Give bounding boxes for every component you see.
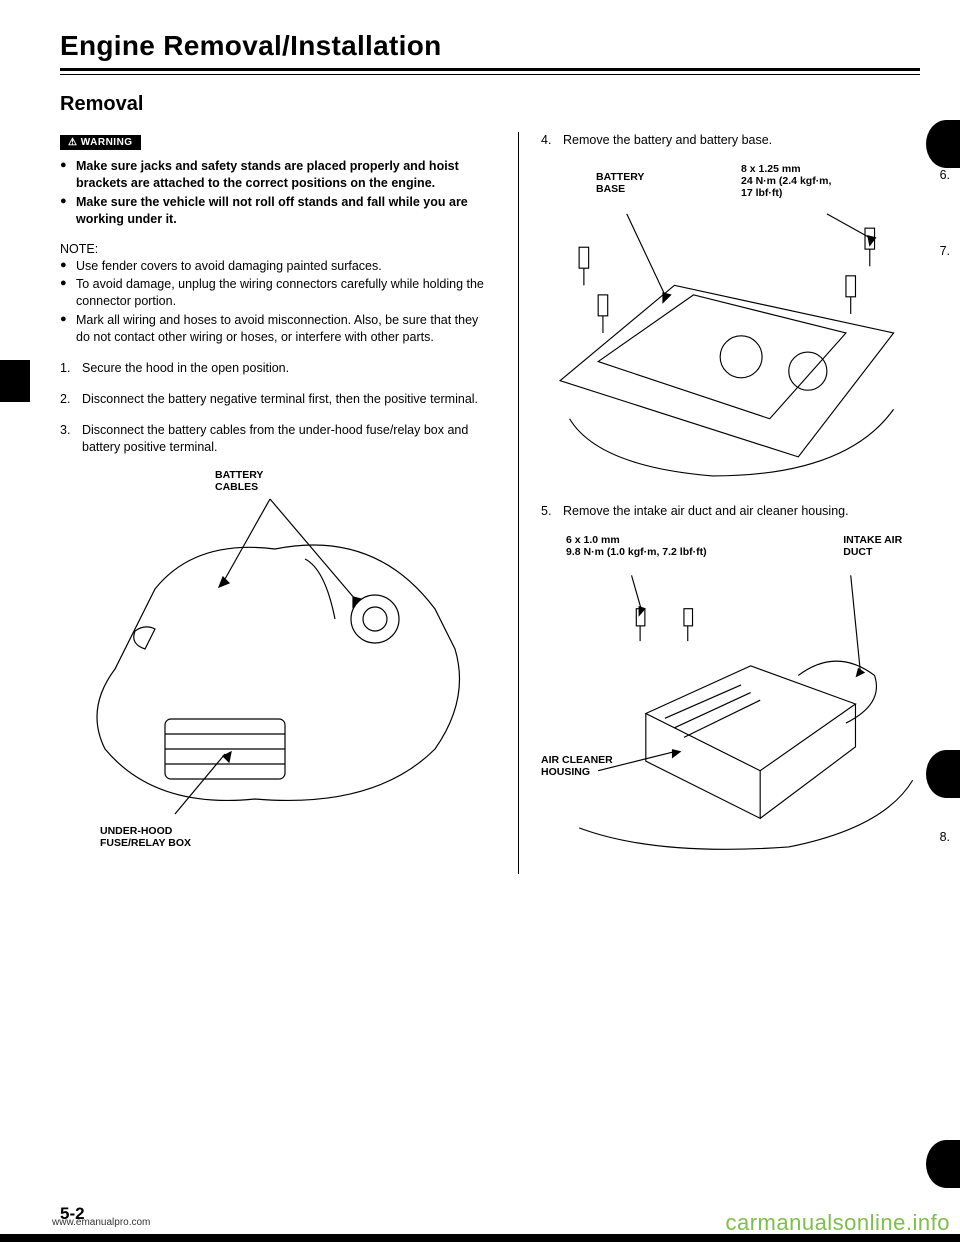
page-thumb-tab (926, 750, 960, 798)
diagram-svg (541, 534, 922, 874)
warning-tag: WARNING (60, 135, 141, 150)
step-item: Disconnect the battery negative terminal… (60, 391, 490, 408)
note-list: Use fender covers to avoid damaging pain… (60, 258, 490, 346)
note-item: To avoid damage, unplug the wiring conne… (60, 276, 490, 310)
note-item: Use fender covers to avoid damaging pain… (60, 258, 490, 275)
figure-air-cleaner: 6 x 1.0 mm 9.8 N·m (1.0 kgf·m, 7.2 lbf·f… (541, 534, 922, 874)
step-item: Remove the battery and battery base. (541, 132, 922, 149)
figure-label: INTAKE AIR DUCT (843, 534, 902, 558)
figure-battery-base: BATTERY BASE 8 x 1.25 mm 24 N·m (2.4 kgf… (541, 163, 922, 503)
cutoff-step: 8. (940, 830, 950, 844)
diagram-svg (541, 163, 922, 503)
figure-label: 8 x 1.25 mm 24 N·m (2.4 kgf·m, 17 lbf·ft… (741, 163, 831, 199)
scan-edge-bottom (0, 1234, 960, 1242)
warning-item: Make sure jacks and safety stands are pl… (60, 158, 490, 192)
page-thumb-tab (926, 120, 960, 168)
scan-edge-mark (0, 360, 30, 402)
step-item: Disconnect the battery cables from the u… (60, 422, 490, 456)
figure-label: BATTERY CABLES (215, 469, 263, 493)
steps-list-right-2: Remove the intake air duct and air clean… (541, 503, 922, 520)
figure-label: UNDER-HOOD FUSE/RELAY BOX (100, 825, 191, 849)
section-title: Removal (60, 93, 920, 116)
step-item: Remove the intake air duct and air clean… (541, 503, 922, 520)
steps-list-right: Remove the battery and battery base. (541, 132, 922, 149)
figure-label: AIR CLEANER HOUSING (541, 754, 613, 778)
note-label: NOTE: (60, 242, 490, 256)
warning-list: Make sure jacks and safety stands are pl… (60, 158, 490, 228)
warning-item: Make sure the vehicle will not roll off … (60, 194, 490, 228)
rule (60, 68, 920, 71)
cutoff-step: 7. (940, 244, 950, 258)
cutoff-step: 6. (940, 168, 950, 182)
watermark: carmanualsonline.info (725, 1210, 950, 1236)
right-column: Remove the battery and battery base. (518, 132, 922, 874)
figure-label: BATTERY BASE (596, 171, 644, 195)
steps-list: Secure the hood in the open position. Di… (60, 360, 490, 456)
two-column-layout: WARNING Make sure jacks and safety stand… (60, 132, 920, 874)
figure-label: 6 x 1.0 mm 9.8 N·m (1.0 kgf·m, 7.2 lbf·f… (566, 534, 707, 558)
step-item: Secure the hood in the open position. (60, 360, 490, 377)
note-item: Mark all wiring and hoses to avoid misco… (60, 312, 490, 346)
page-title: Engine Removal/Installation (60, 30, 920, 62)
rule (60, 74, 920, 75)
diagram-svg (60, 469, 490, 849)
page-thumb-tab (926, 1140, 960, 1188)
figure-battery-cables: BATTERY CABLES UNDER-HOOD FUSE/RELAY BOX (60, 469, 490, 849)
source-url: www.emanualpro.com (52, 1217, 150, 1228)
left-column: WARNING Make sure jacks and safety stand… (60, 132, 490, 874)
